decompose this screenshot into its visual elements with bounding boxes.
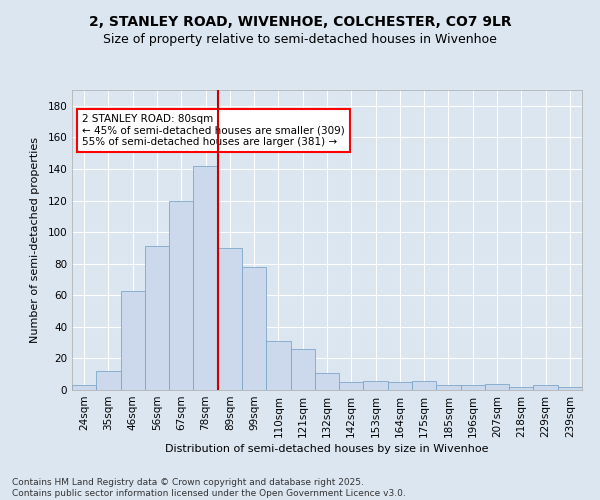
Bar <box>72 386 96 390</box>
Bar <box>169 200 193 390</box>
Text: Contains HM Land Registry data © Crown copyright and database right 2025.
Contai: Contains HM Land Registry data © Crown c… <box>12 478 406 498</box>
Bar <box>290 349 315 390</box>
Bar <box>315 372 339 390</box>
Bar <box>388 382 412 390</box>
Bar <box>266 341 290 390</box>
X-axis label: Distribution of semi-detached houses by size in Wivenhoe: Distribution of semi-detached houses by … <box>165 444 489 454</box>
Bar <box>145 246 169 390</box>
Bar <box>339 382 364 390</box>
Bar <box>558 387 582 390</box>
Bar <box>121 290 145 390</box>
Bar <box>193 166 218 390</box>
Bar <box>461 386 485 390</box>
Bar <box>218 248 242 390</box>
Y-axis label: Number of semi-detached properties: Number of semi-detached properties <box>31 137 40 343</box>
Bar <box>412 380 436 390</box>
Bar <box>533 386 558 390</box>
Bar <box>485 384 509 390</box>
Text: 2, STANLEY ROAD, WIVENHOE, COLCHESTER, CO7 9LR: 2, STANLEY ROAD, WIVENHOE, COLCHESTER, C… <box>89 15 511 29</box>
Text: 2 STANLEY ROAD: 80sqm
← 45% of semi-detached houses are smaller (309)
55% of sem: 2 STANLEY ROAD: 80sqm ← 45% of semi-deta… <box>82 114 345 147</box>
Bar <box>509 387 533 390</box>
Bar <box>96 371 121 390</box>
Bar <box>242 267 266 390</box>
Bar <box>436 386 461 390</box>
Text: Size of property relative to semi-detached houses in Wivenhoe: Size of property relative to semi-detach… <box>103 32 497 46</box>
Bar <box>364 380 388 390</box>
